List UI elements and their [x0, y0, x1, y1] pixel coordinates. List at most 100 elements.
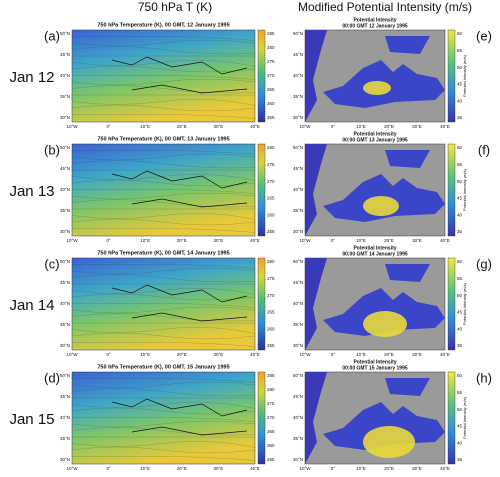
lon-tick-label: 0° — [331, 466, 336, 471]
contour — [72, 264, 256, 269]
lon-tick-label: 20°E — [384, 238, 394, 243]
colorbar-tick-label: 255 — [267, 115, 275, 120]
lat-tick-label: 40°N — [293, 73, 303, 78]
lon-tick-label: 0° — [331, 352, 336, 357]
coastline — [111, 284, 248, 322]
contour — [71, 150, 256, 155]
lon-tick-label: 10°E — [140, 352, 150, 357]
colorbar-tick-label: 275 — [267, 59, 275, 64]
lon-tick-label: 40°E — [250, 466, 260, 471]
colorbar-tick-label: 285 — [267, 31, 275, 36]
lat-tick-label: 40°N — [293, 301, 303, 306]
lat-tick-label: 40°N — [60, 301, 70, 306]
lon-tick-label: 10°W — [299, 238, 311, 243]
colorbar-tick-label: 55 — [457, 162, 463, 167]
colorbar-tick-label: 55 — [457, 390, 463, 395]
lon-tick-label: 10°W — [66, 238, 78, 243]
contour — [71, 381, 256, 389]
lon-tick-label: 30°E — [213, 352, 223, 357]
colorbar-tick-label: 35 — [457, 457, 463, 462]
colorbar-tick-label: 280 — [267, 259, 275, 264]
contour — [71, 179, 256, 187]
contour — [71, 192, 256, 200]
lon-tick-label: 40°E — [250, 238, 260, 243]
lon-tick-label: 10°E — [356, 124, 366, 129]
column-title: Modified Potential Intensity (m/s) — [298, 0, 472, 14]
contour — [71, 332, 256, 340]
temperature-map — [71, 29, 256, 123]
contour — [71, 342, 256, 347]
lat-tick-label: 30°N — [60, 229, 70, 234]
colorbar — [447, 371, 456, 465]
panel-letter: (b) — [44, 142, 60, 157]
colorbar-tick-label: 45 — [457, 82, 463, 87]
lat-tick-label: 40°N — [60, 187, 70, 192]
panel-letter: (e) — [476, 28, 492, 43]
contour — [71, 78, 256, 86]
colorbar-tick-label: 60 — [457, 259, 463, 264]
lon-tick-label: 20°E — [177, 352, 187, 357]
lon-tick-label: 10°W — [299, 124, 311, 129]
colorbar-tick-label: 60 — [457, 373, 463, 378]
colorbar-tick-label: 40 — [457, 440, 463, 445]
colorbar-tick-label: 285 — [267, 373, 275, 378]
lat-tick-label: 50°N — [60, 259, 70, 264]
contour — [72, 378, 256, 383]
lon-tick-label: 30°E — [412, 466, 422, 471]
lat-tick-label: 45°N — [60, 280, 70, 285]
lon-tick-label: 10°E — [140, 238, 150, 243]
colorbar-tick-label: 40 — [457, 212, 463, 217]
lat-tick-label: 45°N — [293, 166, 303, 171]
temperature-map — [71, 143, 256, 237]
panel-letter: (d) — [44, 370, 60, 385]
lat-tick-label: 45°N — [293, 280, 303, 285]
contour — [71, 388, 256, 397]
atlantic — [305, 372, 327, 464]
row-label: Jan 13 — [9, 183, 54, 200]
colorbar — [257, 257, 266, 351]
lon-tick-label: 40°E — [250, 352, 260, 357]
contour — [71, 427, 256, 436]
colorbar-tick-label: 270 — [267, 179, 275, 184]
lat-tick-label: 40°N — [293, 415, 303, 420]
lat-tick-label: 30°N — [60, 457, 70, 462]
contour — [71, 114, 256, 119]
contour — [71, 85, 256, 94]
panel-title: 00:00 GMT 13 January 1995 — [342, 137, 408, 143]
contour — [71, 218, 256, 226]
panel-letter: (g) — [476, 256, 492, 271]
lat-tick-label: 35°N — [60, 208, 70, 213]
mediterranean — [323, 264, 445, 336]
high-intensity — [363, 81, 391, 95]
lat-tick-label: 50°N — [60, 373, 70, 378]
colorbar — [447, 257, 456, 351]
lon-tick-label: 40°E — [440, 466, 450, 471]
contour — [71, 160, 256, 169]
panel-title: 00:00 GMT 15 January 1995 — [342, 365, 408, 371]
lat-tick-label: 35°N — [60, 436, 70, 441]
lon-tick-label: 20°E — [384, 466, 394, 471]
row-label: Jan 14 — [9, 297, 54, 314]
lon-tick-label: 30°E — [213, 124, 223, 129]
lon-tick-label: 20°E — [384, 124, 394, 129]
lat-tick-label: 50°N — [293, 259, 303, 264]
coastline — [111, 56, 248, 94]
lon-tick-label: 0° — [106, 466, 111, 471]
colorbar-tick-label: 260 — [267, 101, 275, 106]
contour — [71, 441, 256, 448]
lat-tick-label: 30°N — [293, 457, 303, 462]
colorbar-tick-label: 50 — [457, 293, 463, 298]
colorbar-tick-label: 50 — [457, 179, 463, 184]
colorbar — [257, 29, 266, 123]
colorbar-tick-label: 280 — [267, 387, 275, 392]
contour — [71, 420, 256, 428]
lat-tick-label: 50°N — [60, 31, 70, 36]
lon-tick-label: 20°E — [384, 352, 394, 357]
coastline — [111, 170, 248, 208]
lon-tick-label: 30°E — [412, 238, 422, 243]
lon-tick-label: 0° — [106, 124, 111, 129]
mediterranean — [323, 378, 445, 450]
contour — [71, 313, 256, 322]
colorbar-tick-label: 60 — [457, 31, 463, 36]
